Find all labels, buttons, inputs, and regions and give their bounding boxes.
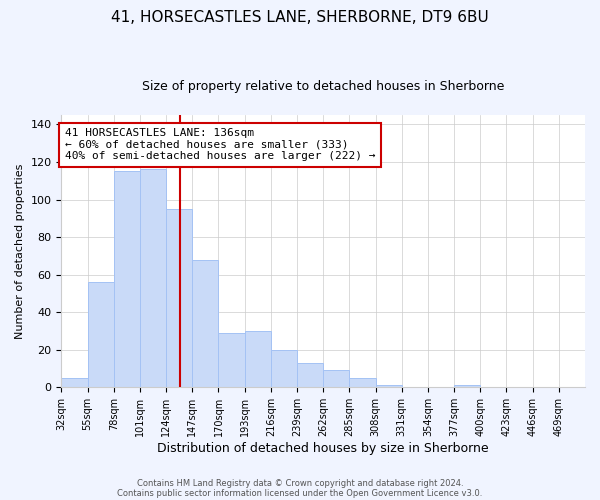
Bar	[297, 363, 323, 388]
Y-axis label: Number of detached properties: Number of detached properties	[15, 164, 25, 339]
Bar	[245, 331, 271, 388]
Bar	[140, 170, 166, 388]
Bar	[323, 370, 349, 388]
Bar	[61, 378, 88, 388]
X-axis label: Distribution of detached houses by size in Sherborne: Distribution of detached houses by size …	[157, 442, 489, 455]
Text: 41, HORSECASTLES LANE, SHERBORNE, DT9 6BU: 41, HORSECASTLES LANE, SHERBORNE, DT9 6B…	[111, 10, 489, 25]
Bar	[193, 260, 218, 388]
Text: 41 HORSECASTLES LANE: 136sqm
← 60% of detached houses are smaller (333)
40% of s: 41 HORSECASTLES LANE: 136sqm ← 60% of de…	[65, 128, 376, 162]
Text: Contains public sector information licensed under the Open Government Licence v3: Contains public sector information licen…	[118, 488, 482, 498]
Bar	[349, 378, 376, 388]
Bar	[88, 282, 114, 388]
Text: Contains HM Land Registry data © Crown copyright and database right 2024.: Contains HM Land Registry data © Crown c…	[137, 478, 463, 488]
Bar	[114, 172, 140, 388]
Bar	[271, 350, 297, 388]
Title: Size of property relative to detached houses in Sherborne: Size of property relative to detached ho…	[142, 80, 505, 93]
Bar	[376, 386, 402, 388]
Bar	[454, 386, 480, 388]
Bar	[166, 209, 193, 388]
Bar	[218, 333, 245, 388]
